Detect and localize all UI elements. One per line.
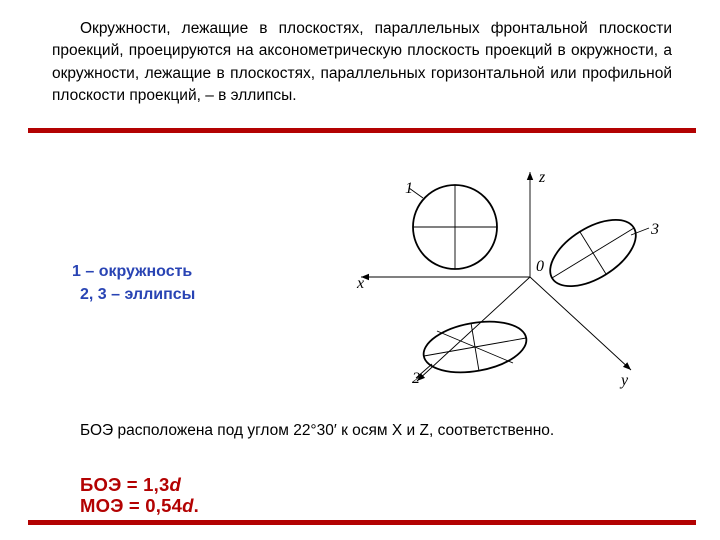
svg-text:2: 2 <box>412 370 420 387</box>
eq-d-1: d <box>169 474 181 495</box>
legend-line-1: 1 – окружность <box>72 260 195 283</box>
svg-text:1: 1 <box>405 180 413 197</box>
eq-d-2: d <box>182 495 194 516</box>
eq-boe-pre: БОЭ = 1,3 <box>80 474 169 495</box>
equation-moe: МОЭ = 0,54d. <box>80 495 199 516</box>
svg-text:x: x <box>356 275 364 292</box>
divider-top <box>28 128 696 133</box>
eq-moe-pre: МОЭ = 0,54 <box>80 495 182 516</box>
figure-legend: 1 – окружность 2, 3 – эллипсы <box>72 260 195 306</box>
eq-moe-post: . <box>194 495 199 516</box>
svg-text:0: 0 <box>536 258 544 275</box>
svg-text:3: 3 <box>650 221 659 238</box>
divider-bottom <box>28 520 696 525</box>
equations: БОЭ = 1,3d МОЭ = 0,54d. <box>80 474 199 517</box>
axon-figure: z x y 0 1 3 2 <box>315 170 675 395</box>
svg-text:z: z <box>538 170 546 186</box>
svg-text:y: y <box>619 372 629 389</box>
legend-line-2: 2, 3 – эллипсы <box>80 283 195 306</box>
paragraph-intro: Окружности, лежащие в плоскостях, паралл… <box>52 18 672 108</box>
paragraph-angle: БОЭ расположена под углом 22°30′ к осям … <box>52 420 672 442</box>
equation-boe: БОЭ = 1,3d <box>80 474 199 495</box>
